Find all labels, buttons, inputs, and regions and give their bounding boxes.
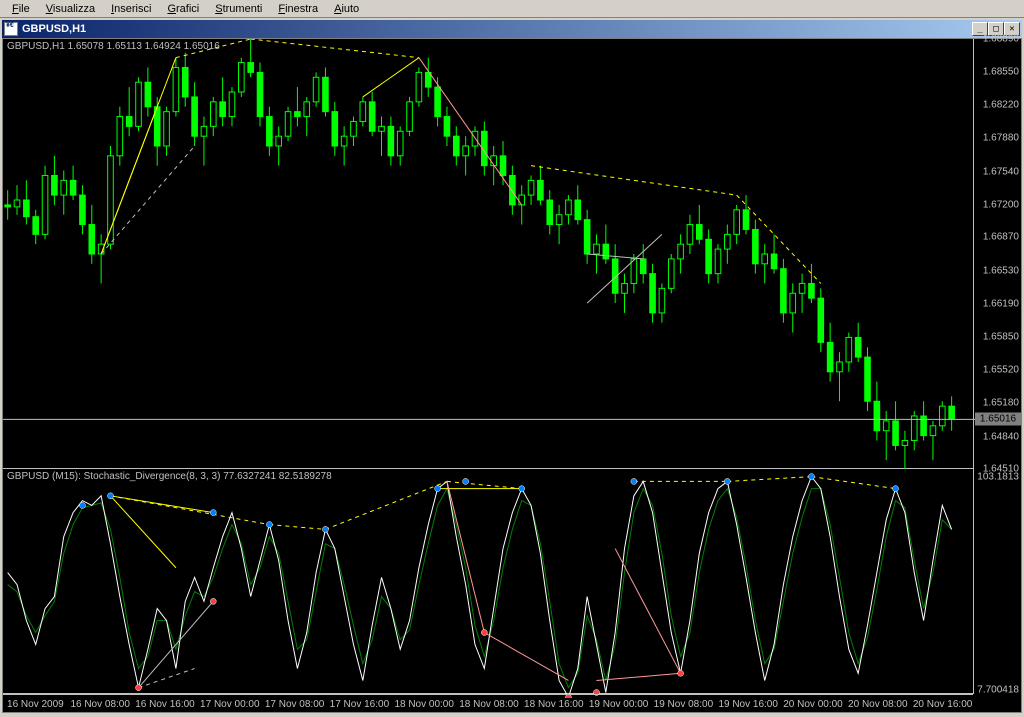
x-tick-label: 16 Nov 16:00 bbox=[135, 699, 195, 710]
menu-grafici[interactable]: Grafici bbox=[159, 1, 207, 17]
x-tick-label: 20 Nov 08:00 bbox=[848, 699, 908, 710]
x-tick-label: 18 Nov 16:00 bbox=[524, 699, 584, 710]
main-price-chart[interactable]: GBPUSD,H1 1.65078 1.65113 1.64924 1.6501… bbox=[3, 39, 973, 469]
main-chart-label: GBPUSD,H1 1.65078 1.65113 1.64924 1.6501… bbox=[7, 41, 220, 52]
x-tick-label: 20 Nov 16:00 bbox=[913, 699, 973, 710]
y-tick-label: 1.65180 bbox=[983, 398, 1019, 409]
x-tick-label: 19 Nov 16:00 bbox=[718, 699, 778, 710]
y-tick-label: 1.66190 bbox=[983, 299, 1019, 310]
y-tick-label: 1.68220 bbox=[983, 99, 1019, 110]
x-tick-label: 17 Nov 08:00 bbox=[265, 699, 325, 710]
y-tick-label: 103.1813 bbox=[977, 472, 1019, 483]
y-tick-label: 1.68890 bbox=[983, 34, 1019, 45]
y-tick-label: 1.67200 bbox=[983, 199, 1019, 210]
y-tick-label: 1.67540 bbox=[983, 166, 1019, 177]
menu-strumenti[interactable]: Strumenti bbox=[207, 1, 270, 17]
x-axis: 16 Nov 2009 16 Nov 08:00 16 Nov 16:00 17 No… bbox=[3, 694, 973, 712]
titlebar[interactable]: GBPUSD,H1 _ □ ✕ bbox=[2, 20, 1022, 38]
x-tick-label: 17 Nov 00:00 bbox=[200, 699, 260, 710]
chart-area[interactable]: GBPUSD,H1 1.65078 1.65113 1.64924 1.6501… bbox=[2, 38, 1022, 713]
menubar: File Visualizza Inserisci Grafici Strume… bbox=[0, 0, 1024, 18]
y-tick-label: 1.66530 bbox=[983, 265, 1019, 276]
y-tick-label: 1.65520 bbox=[983, 364, 1019, 375]
x-tick-label: 16 Nov 08:00 bbox=[70, 699, 130, 710]
x-tick-label: 18 Nov 00:00 bbox=[394, 699, 454, 710]
y-axis-main: 1.688901.685501.682201.678801.675401.672… bbox=[973, 39, 1021, 469]
x-tick-label: 18 Nov 08:00 bbox=[459, 699, 519, 710]
y-tick-label: 1.67880 bbox=[983, 133, 1019, 144]
menu-finestra[interactable]: Finestra bbox=[270, 1, 326, 17]
menu-aiuto[interactable]: Aiuto bbox=[326, 1, 367, 17]
x-tick-label: 17 Nov 16:00 bbox=[330, 699, 390, 710]
menu-file[interactable]: File bbox=[4, 1, 38, 17]
y-tick-label: 1.64840 bbox=[983, 431, 1019, 442]
x-tick-label: 19 Nov 00:00 bbox=[589, 699, 649, 710]
x-tick-label: 19 Nov 08:00 bbox=[654, 699, 714, 710]
y-tick-label: 1.66870 bbox=[983, 232, 1019, 243]
app-icon bbox=[4, 22, 18, 36]
chart-window: GBPUSD,H1 _ □ ✕ GBPUSD,H1 1.65078 1.6511… bbox=[0, 18, 1024, 715]
y-axis-sub: 103.1813 7.700418 bbox=[973, 469, 1021, 694]
stochastic-chart[interactable]: GBPUSD (M15): Stochastic_Divergence(8, 3… bbox=[3, 469, 973, 694]
y-tick-label: 1.65850 bbox=[983, 332, 1019, 343]
y-tick-label: 1.68550 bbox=[983, 67, 1019, 78]
x-tick-label: 20 Nov 00:00 bbox=[783, 699, 843, 710]
menu-inserisci[interactable]: Inserisci bbox=[103, 1, 159, 17]
x-tick-label: 16 Nov 2009 bbox=[7, 699, 64, 710]
y-tick-label: 7.700418 bbox=[977, 685, 1019, 696]
sub-chart-label: GBPUSD (M15): Stochastic_Divergence(8, 3… bbox=[7, 471, 332, 482]
menu-visualizza[interactable]: Visualizza bbox=[38, 1, 103, 17]
window-title: GBPUSD,H1 bbox=[22, 23, 86, 35]
